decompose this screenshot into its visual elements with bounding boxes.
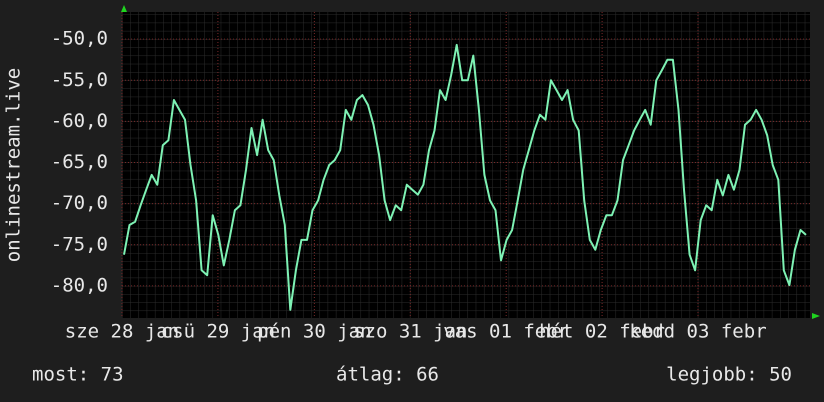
axis-arrow	[812, 313, 820, 319]
minor-grid	[122, 12, 810, 318]
y-tick-label: -50,0	[51, 28, 108, 50]
y-tick-label: -60,0	[51, 110, 108, 132]
axis-arrow	[121, 5, 127, 12]
y-tick-label: -75,0	[51, 233, 108, 255]
x-tick-label: csü 29 jan	[161, 321, 275, 343]
x-tick-label: kedd 03 febr	[629, 321, 766, 343]
x-tick-label: pén 30 jan	[257, 321, 371, 343]
x-tick-label: sze 28 jan	[65, 321, 179, 343]
x-tick-label: szo 31 jan	[353, 321, 467, 343]
y-axis-label: onlinestream.live	[3, 68, 25, 262]
footer-best: legjobb: 50	[666, 364, 792, 386]
y-tick-label: -70,0	[51, 192, 108, 214]
x-tick-label: hét 02 febr	[539, 321, 665, 343]
footer-average: átlag: 66	[336, 364, 439, 386]
data-line	[123, 43, 807, 311]
x-tick-label: vas 01 febr	[443, 321, 569, 343]
y-tick-label: -80,0	[51, 274, 108, 296]
y-tick-label: -65,0	[51, 151, 108, 173]
footer-current: most: 73	[32, 364, 124, 386]
y-tick-label: -55,0	[51, 69, 108, 91]
